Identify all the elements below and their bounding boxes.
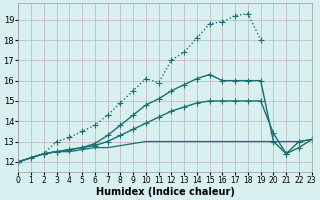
X-axis label: Humidex (Indice chaleur): Humidex (Indice chaleur) bbox=[96, 187, 235, 197]
